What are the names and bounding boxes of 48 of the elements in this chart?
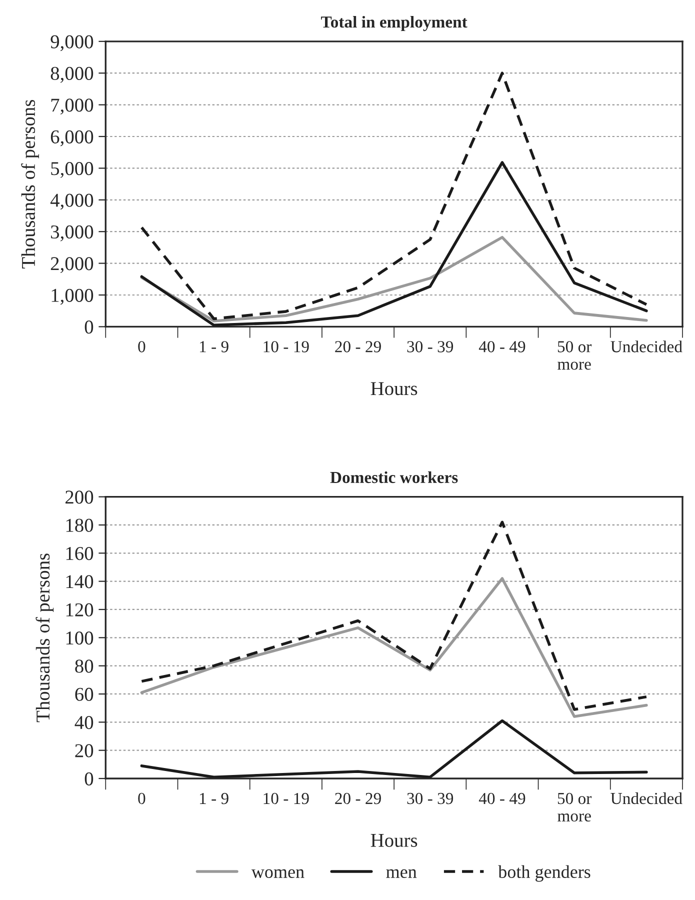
y-tick-label: 5,000 bbox=[51, 162, 94, 178]
x-axis-title: Hours bbox=[370, 834, 418, 847]
y-tick-label: 180 bbox=[66, 518, 94, 532]
y-tick-label: 8,000 bbox=[50, 66, 94, 83]
y-tick-label: 80 bbox=[75, 660, 94, 673]
x-tick-label: 50 or more bbox=[558, 792, 592, 822]
line-series bbox=[140, 520, 648, 711]
x-tick-label: 20 - 29 bbox=[335, 341, 381, 352]
x-tick-label: 1 - 9 bbox=[200, 792, 228, 804]
y-tick-label: 200 bbox=[66, 490, 94, 504]
x-tick-label: 40 - 49 bbox=[478, 341, 526, 352]
x-tick-label: 10 - 19 bbox=[264, 792, 309, 804]
y-tick-label: 9,000 bbox=[50, 35, 94, 52]
y-tick-label: 60 bbox=[75, 688, 94, 701]
y-tick-label: 160 bbox=[66, 546, 94, 560]
legend-label: both genders bbox=[498, 865, 590, 882]
x-tick-label: 10 - 19 bbox=[264, 341, 309, 352]
y-tick-label: 20 bbox=[75, 744, 94, 758]
y-tick-label: 140 bbox=[66, 575, 94, 588]
y-axis-title: Thousands of persons bbox=[21, 100, 39, 268]
x-tick-label: 30 - 39 bbox=[407, 341, 454, 352]
legend-label: men bbox=[386, 869, 417, 878]
y-tick-label: 7,000 bbox=[51, 98, 94, 115]
y-tick-label: 6,000 bbox=[50, 130, 94, 146]
y-tick-label: 0 bbox=[84, 772, 94, 786]
y-tick-label: 0 bbox=[84, 320, 94, 334]
chart-title: Total in employment bbox=[321, 16, 468, 32]
x-tick-label: 30 - 39 bbox=[407, 792, 454, 804]
y-tick-label: 2,000 bbox=[50, 257, 94, 274]
y-tick-label: 3,000 bbox=[51, 225, 94, 242]
chart-title: Domestic workers bbox=[330, 471, 458, 484]
x-tick-label: Undecided bbox=[610, 340, 682, 352]
x-tick-label: 1 - 9 bbox=[200, 341, 228, 352]
y-tick-label: 40 bbox=[74, 716, 94, 730]
legend-label: women bbox=[251, 869, 304, 878]
x-tick-label: 0 bbox=[138, 792, 146, 804]
x-tick-label: 0 bbox=[138, 341, 146, 352]
y-tick-label: 100 bbox=[66, 631, 94, 645]
x-tick-label: 40 - 49 bbox=[478, 792, 526, 804]
x-axis-title: Hours bbox=[370, 382, 418, 396]
y-tick-label: 1,000 bbox=[52, 288, 94, 305]
x-tick-label: Undecided bbox=[610, 792, 682, 804]
y-tick-label: 4,000 bbox=[50, 194, 94, 210]
y-tick-label: 120 bbox=[66, 603, 94, 616]
y-axis-title: Thousands of persons bbox=[36, 554, 54, 722]
x-tick-label: 20 - 29 bbox=[335, 792, 381, 804]
line-series bbox=[140, 72, 648, 320]
x-tick-label: 50 or more bbox=[558, 341, 592, 370]
